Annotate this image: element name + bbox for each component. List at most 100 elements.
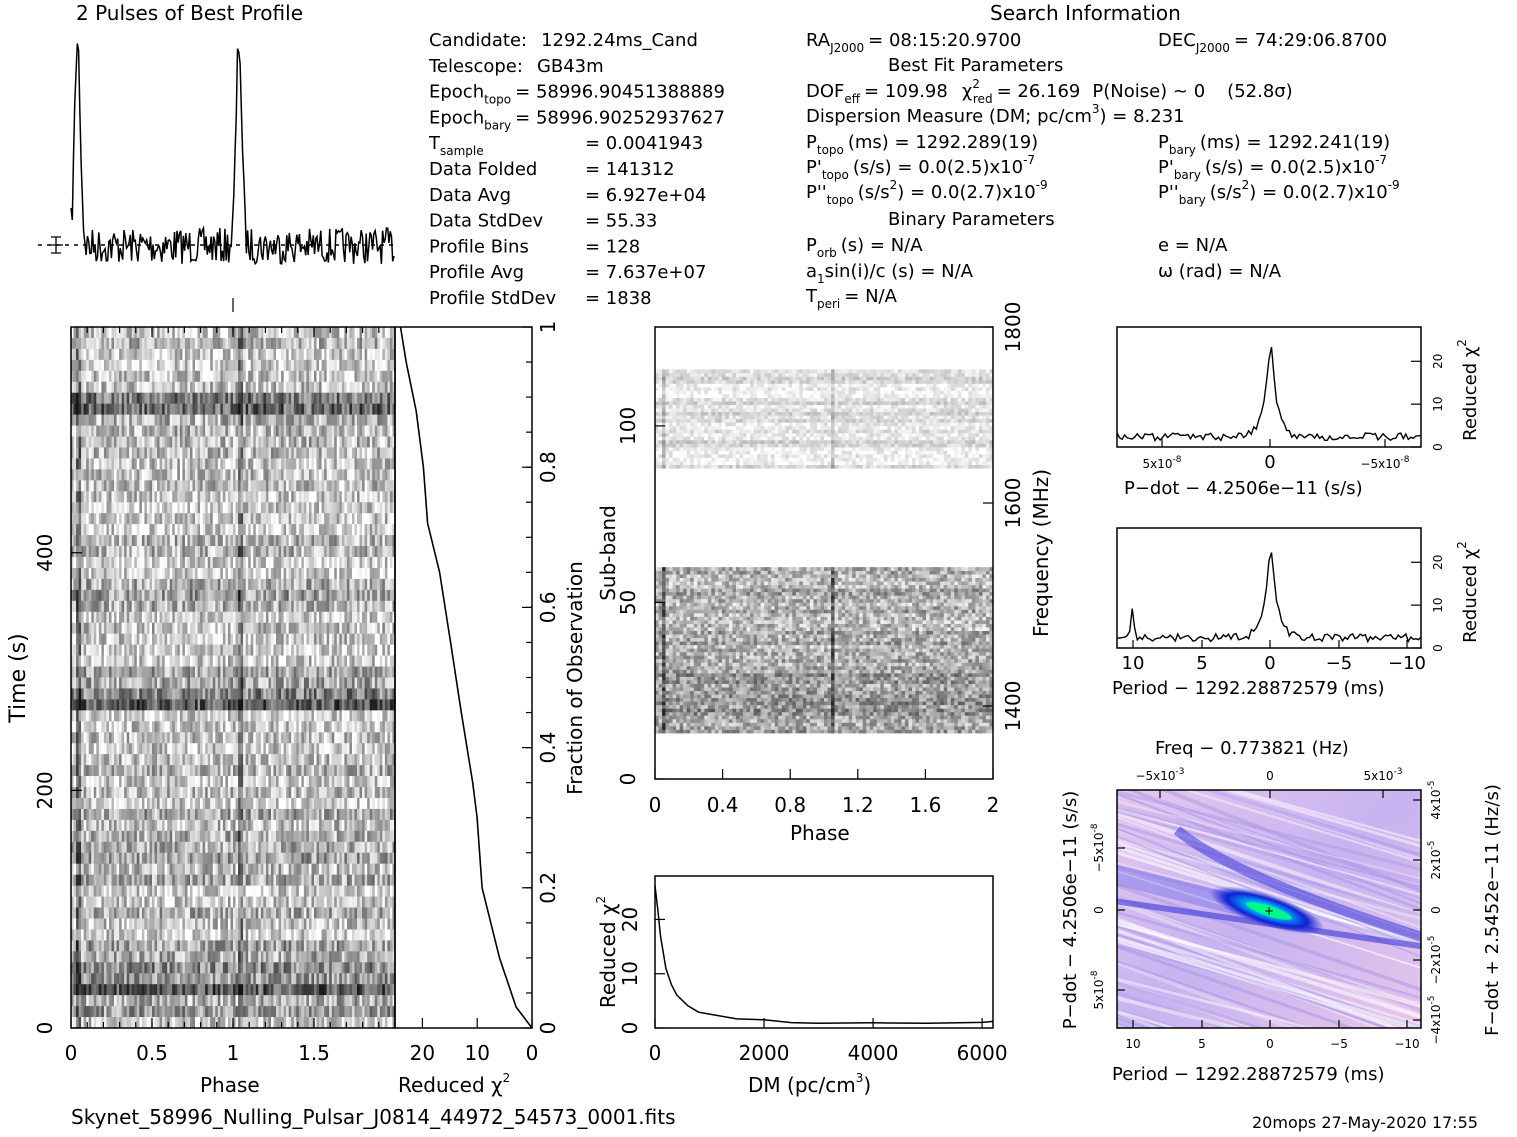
heatmap-cell <box>73 458 77 470</box>
heatmap-cell <box>182 622 186 634</box>
heatmap-cell <box>106 600 110 613</box>
heatmap-cell <box>245 633 249 645</box>
heatmap-cell <box>367 732 370 744</box>
heatmap-cell <box>141 710 145 722</box>
heatmap-cell <box>316 699 320 711</box>
heatmap-cell <box>136 721 140 733</box>
heatmap-cell <box>159 491 163 503</box>
heatmap-cell <box>149 491 153 503</box>
heatmap-cell <box>136 414 140 426</box>
heatmap-cell <box>357 414 360 426</box>
heatmap-cell <box>129 327 133 339</box>
heatmap-cell <box>108 447 112 459</box>
heatmap-cell <box>245 414 249 426</box>
heatmap-cell <box>88 524 92 536</box>
heatmap-cell <box>268 403 272 415</box>
heatmap-cell <box>96 600 100 613</box>
heatmap-cell <box>291 392 295 404</box>
heatmap-cell <box>141 359 145 372</box>
heatmap-cell <box>131 699 135 711</box>
heatmap-cell <box>296 491 300 503</box>
heatmap-cell <box>238 524 241 536</box>
heatmap-cell <box>93 578 97 591</box>
heatmap-cell <box>73 622 77 634</box>
heatmap-cell <box>387 567 391 580</box>
heatmap-cell <box>210 743 214 755</box>
heatmap-cell <box>88 699 92 711</box>
heatmap-cell <box>230 370 234 383</box>
heatmap-cell <box>78 359 82 372</box>
heatmap-cell <box>372 732 376 744</box>
heatmap-cell <box>372 348 376 361</box>
heatmap-cell <box>306 666 310 678</box>
heatmap-cell <box>174 403 178 415</box>
heatmap-cell <box>243 535 246 547</box>
heatmap-cell <box>101 710 105 722</box>
heatmap-cell <box>200 403 203 415</box>
pbary-label: Pbary (ms) = 1292.241(19) <box>1158 132 1390 157</box>
heatmap-cell <box>121 348 125 361</box>
heatmap-cell <box>260 633 264 645</box>
heatmap-cell <box>76 567 79 580</box>
heatmap-cell <box>86 578 90 591</box>
heatmap-cell <box>298 535 302 547</box>
heatmap-cell <box>144 622 148 634</box>
heatmap-cell <box>346 589 350 602</box>
heatmap-cell <box>174 447 178 459</box>
heatmap-cell <box>174 546 178 558</box>
heatmap-cell <box>144 447 148 459</box>
heatmap-cell <box>324 337 327 350</box>
heatmap-cell <box>243 414 246 426</box>
heatmap-cell <box>331 524 335 536</box>
heatmap-cell <box>268 743 272 755</box>
heatmap-cell <box>78 655 82 667</box>
heatmap-cell <box>174 436 178 448</box>
heatmap-cell <box>167 546 171 558</box>
heatmap-cell <box>116 557 120 569</box>
heatmap-cell <box>141 447 145 459</box>
heatmap-cell <box>364 381 368 394</box>
heatmap-cell <box>93 469 97 481</box>
heatmap-cell <box>291 655 295 667</box>
heatmap-cell <box>192 403 196 415</box>
heatmap-cell <box>141 721 145 733</box>
heatmap-cell <box>240 327 244 339</box>
heatmap-cell <box>319 622 322 634</box>
heatmap-cell <box>174 633 178 645</box>
heatmap-cell <box>253 600 257 613</box>
heatmap-cell <box>359 480 363 492</box>
heatmap-cell <box>336 359 340 372</box>
heatmap-cell <box>240 557 244 569</box>
heatmap-cell <box>129 381 133 394</box>
heatmap-cell <box>296 425 300 437</box>
heatmap-cell <box>233 535 236 547</box>
heatmap-cell <box>106 655 110 667</box>
heatmap-cell <box>205 502 208 514</box>
heatmap-cell <box>379 732 383 744</box>
heatmap-cell <box>197 666 201 678</box>
heatmap-cell <box>189 677 193 689</box>
heatmap-cell <box>265 348 269 361</box>
heatmap-cell <box>210 622 214 634</box>
heatmap-cell <box>98 622 102 634</box>
heatmap-cell <box>341 502 345 514</box>
heatmap-cell <box>308 458 312 470</box>
heatmap-cell <box>354 436 358 448</box>
heatmap-cell <box>215 600 219 613</box>
heatmap-cell <box>389 688 393 700</box>
heatmap-cell <box>278 425 282 437</box>
heatmap-cell <box>311 381 315 394</box>
heatmap-cell <box>233 677 236 689</box>
heatmap-cell <box>326 502 330 514</box>
heatmap-cell <box>169 370 173 383</box>
heatmap-cell <box>296 546 300 558</box>
heatmap-cell <box>364 546 368 558</box>
heatmap-cell <box>308 743 312 755</box>
heatmap-cell <box>331 392 335 404</box>
heatmap-cell <box>240 633 244 645</box>
heatmap-cell <box>278 502 282 514</box>
heatmap-cell <box>336 611 340 624</box>
heatmap-cell <box>357 622 360 634</box>
heatmap-cell <box>288 721 292 733</box>
heatmap-cell <box>149 688 153 700</box>
